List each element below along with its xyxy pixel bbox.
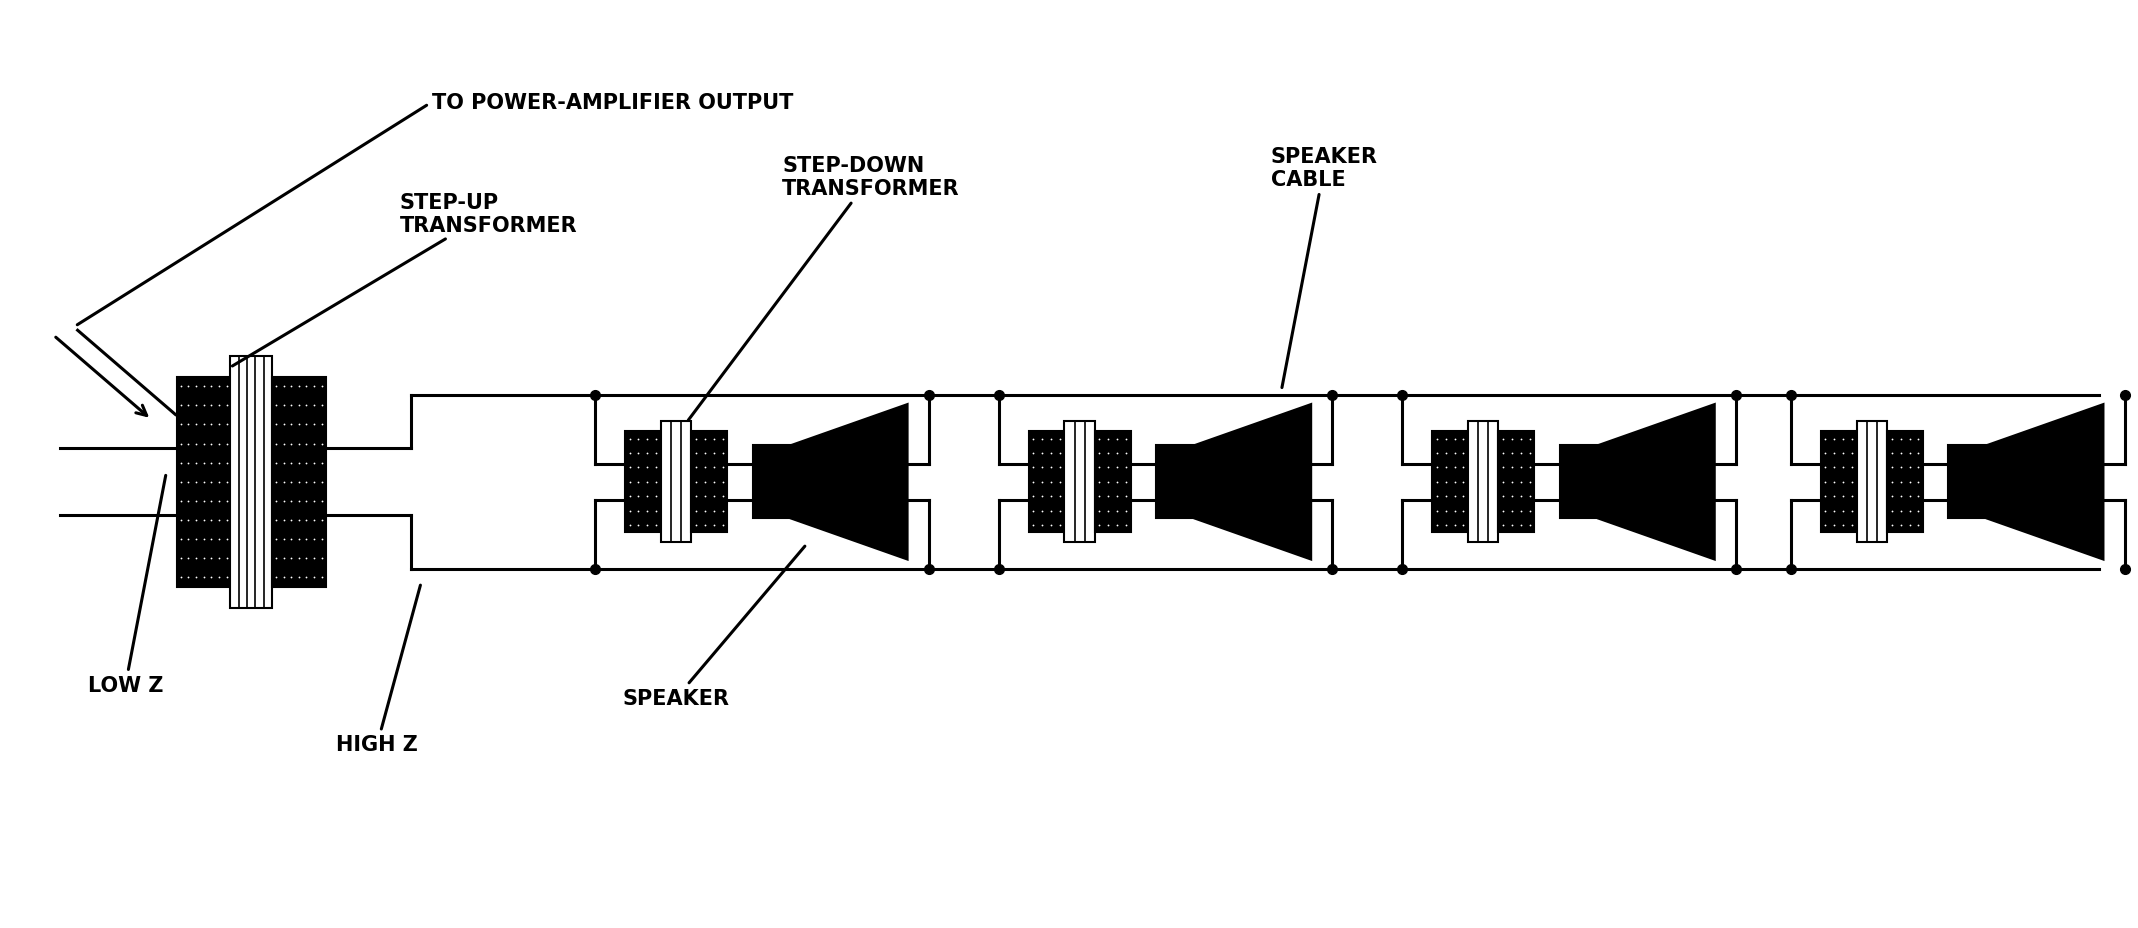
Bar (1559, 445, 1597, 519)
Bar (272, 377, 325, 587)
Bar (1499, 432, 1535, 533)
Bar (1065, 422, 1095, 543)
Text: TO POWER-AMPLIFIER OUTPUT: TO POWER-AMPLIFIER OUTPUT (77, 93, 793, 326)
Text: SPEAKER: SPEAKER (622, 547, 804, 708)
Text: STEP-DOWN
TRANSFORMER: STEP-DOWN TRANSFORMER (688, 156, 960, 420)
Polygon shape (1986, 405, 2104, 560)
Bar (177, 377, 231, 587)
Bar (661, 422, 691, 543)
Bar (624, 432, 661, 533)
Bar (753, 445, 791, 519)
Bar (1888, 432, 1922, 533)
Text: SPEAKER
CABLE: SPEAKER CABLE (1270, 147, 1377, 388)
Text: HIGH Z: HIGH Z (336, 586, 421, 754)
Polygon shape (791, 405, 907, 560)
Text: LOW Z: LOW Z (88, 476, 167, 695)
Bar (1028, 432, 1065, 533)
Polygon shape (1195, 405, 1311, 560)
Bar (1157, 445, 1195, 519)
Bar (1432, 432, 1469, 533)
Bar (1822, 432, 1856, 533)
Bar (691, 432, 727, 533)
Text: STEP-UP
TRANSFORMER: STEP-UP TRANSFORMER (233, 192, 577, 367)
Bar (1856, 422, 1888, 543)
Bar (231, 356, 272, 609)
Bar (1469, 422, 1499, 543)
Bar (1948, 445, 1986, 519)
Polygon shape (1597, 405, 1715, 560)
Bar (1095, 432, 1131, 533)
